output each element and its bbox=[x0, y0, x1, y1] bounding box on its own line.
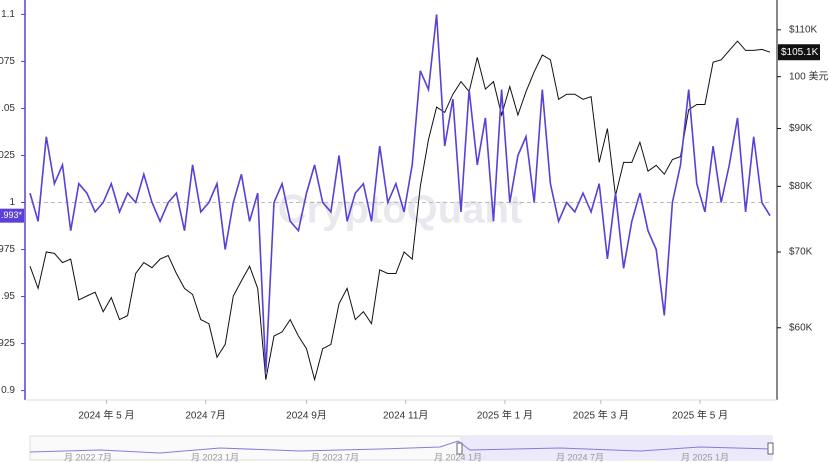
current-badge bbox=[0, 208, 24, 223]
y-tick-label: .975 bbox=[0, 244, 15, 255]
y2-tick-label: $110K bbox=[789, 24, 818, 35]
current-label: $105.1K bbox=[781, 47, 819, 58]
navigator-line bbox=[29, 440, 773, 454]
y-tick-label: .95 bbox=[1, 291, 15, 302]
navigator-label: 月 2024 7月 bbox=[556, 452, 604, 462]
series-line bbox=[29, 14, 771, 372]
y-tick-label: .025 bbox=[0, 150, 15, 161]
x-tick-label: 2025 年 3 月 bbox=[573, 409, 629, 422]
x-tick-label: 2025 年 1 月 bbox=[477, 409, 533, 422]
y-tick-label: .05 bbox=[1, 103, 15, 114]
y2-tick-label: $70K bbox=[789, 247, 813, 258]
y-tick-label: 1.1 bbox=[1, 9, 15, 20]
current-label: .993* bbox=[1, 210, 23, 220]
x-tick-label: 2024 年 5 月 bbox=[78, 409, 134, 422]
y2-tick-label: 100 美元 bbox=[789, 69, 828, 82]
watermark: CryptoQuant bbox=[278, 188, 522, 232]
y2-tick-label: $60K bbox=[789, 322, 813, 333]
y-tick-label: .075 bbox=[0, 56, 15, 67]
current-badge bbox=[778, 44, 820, 61]
navigator-label: 月 2024 1月 bbox=[434, 452, 482, 462]
x-tick-label: 2024 7月 bbox=[185, 410, 226, 422]
y2-tick-label: $80K bbox=[789, 181, 813, 192]
navigator-handle[interactable] bbox=[456, 442, 463, 455]
series-line bbox=[29, 40, 771, 382]
y2-tick-label: $90K bbox=[789, 123, 813, 134]
x-tick-label: 2025 年 5 月 bbox=[672, 409, 728, 422]
navigator-label: 月 2025 1月 bbox=[681, 452, 729, 462]
y-tick-label: .925 bbox=[0, 338, 15, 349]
y-tick-label: 0.9 bbox=[1, 385, 15, 396]
navigator-label: 月 2023 1月 bbox=[191, 452, 239, 462]
navigator-handle[interactable] bbox=[767, 442, 774, 455]
navigator-label: 月 2022 7月 bbox=[64, 452, 112, 462]
navigator-label: 月 2023 7月 bbox=[311, 452, 359, 462]
x-tick-label: 2024 9月 bbox=[286, 410, 327, 422]
y-tick-label: 1 bbox=[9, 197, 15, 208]
x-tick-label: 2024 11月 bbox=[383, 410, 428, 422]
